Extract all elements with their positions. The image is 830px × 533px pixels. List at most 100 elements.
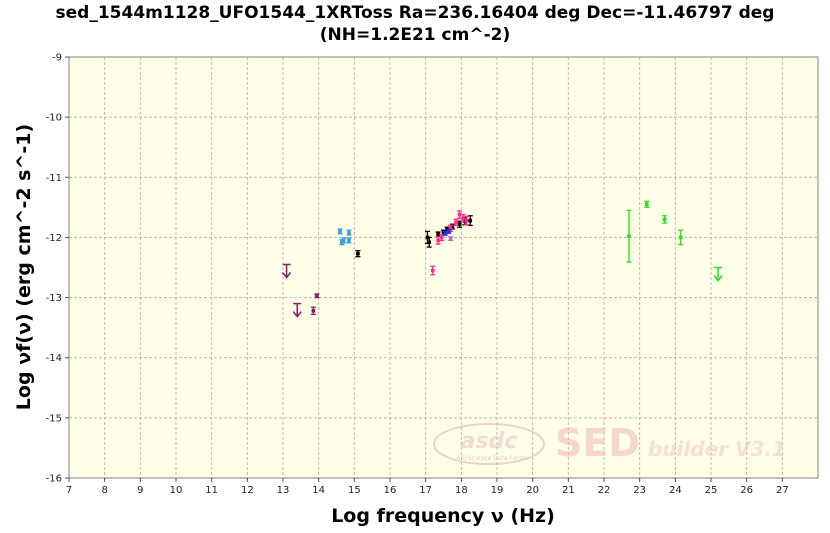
watermark: asdc ASI Science Data Center SED builder… [433, 421, 786, 465]
y-tick-label: -12 [46, 233, 62, 244]
watermark-brand: SED [555, 421, 640, 465]
point-marker [436, 232, 440, 237]
data-point [346, 229, 352, 236]
grid [69, 57, 818, 478]
x-tick-label: 20 [526, 485, 539, 496]
x-tick-label: 10 [170, 485, 183, 496]
point-marker [448, 236, 453, 241]
data-point [346, 237, 352, 244]
data-point [464, 215, 470, 226]
x-tick-label: 18 [455, 485, 468, 496]
data-point [355, 250, 361, 258]
data-point [430, 265, 436, 276]
x-tick-label: 17 [419, 485, 432, 496]
upper-limit-point [281, 263, 292, 279]
point-marker [341, 238, 346, 243]
plot-area [69, 57, 818, 478]
point-marker [662, 217, 667, 222]
point-marker [439, 235, 444, 240]
point-marker [356, 251, 360, 256]
y-tick-label: -10 [46, 113, 62, 124]
data-point [341, 237, 347, 244]
point-marker [461, 216, 465, 220]
x-tick-label: 24 [669, 485, 682, 496]
point-marker [450, 224, 455, 229]
point-marker [431, 268, 435, 273]
data-point [453, 218, 459, 227]
point-marker [347, 230, 351, 235]
point-marker [447, 229, 451, 234]
y-tick-label: -11 [46, 173, 62, 184]
x-tick-label: 9 [137, 485, 143, 496]
x-tick-label: 19 [491, 485, 504, 496]
data-point [644, 200, 650, 209]
point-marker [457, 212, 462, 217]
point-marker [645, 202, 649, 207]
y-axis-ticks: -9 -10 -11 -12 -13 -14 -15 -16 [46, 53, 69, 485]
watermark-logo: asdc [461, 429, 518, 454]
point-marker [427, 240, 432, 245]
point-marker [436, 238, 440, 243]
point-marker [315, 293, 319, 298]
point-marker [448, 226, 453, 231]
data-point [662, 215, 668, 224]
y-tick-label: -13 [46, 293, 62, 304]
point-marker [678, 235, 683, 240]
point-marker [457, 222, 462, 226]
x-tick-label: 23 [633, 485, 646, 496]
watermark-logo-sub: ASI Science Data Center [456, 455, 530, 462]
y-axis-label: Log νf(ν) (erg cm^-2 s^-1) [13, 124, 35, 410]
data-point [457, 210, 463, 219]
upper-limit-point [292, 302, 302, 318]
x-tick-label: 21 [562, 485, 575, 496]
x-tick-label: 11 [205, 485, 218, 496]
data-point [448, 236, 454, 242]
data-point [457, 220, 463, 228]
watermark-logo-ring [433, 423, 545, 465]
x-tick-label: 22 [598, 485, 611, 496]
data-point [314, 293, 320, 299]
upper-limit-arrow [713, 275, 723, 282]
upper-limit-arrow [292, 311, 302, 318]
point-marker [468, 218, 473, 223]
upper-limit-arrow [281, 272, 292, 279]
x-tick-label: 7 [66, 485, 72, 496]
x-tick-label: 25 [705, 485, 718, 496]
data-points [281, 200, 723, 318]
data-point [626, 209, 632, 263]
point-marker [338, 229, 342, 234]
chart-title: sed_1544m1128_UFO1544_1XRToss Ra=236.164… [55, 3, 775, 23]
data-point [678, 229, 684, 246]
point-marker [443, 231, 448, 236]
x-axis-label: Log frequency ν (Hz) [331, 505, 555, 527]
data-point [426, 236, 432, 248]
x-tick-label: 26 [740, 485, 753, 496]
data-point [446, 228, 452, 234]
point-marker [347, 238, 351, 243]
upper-limit-point [713, 266, 723, 282]
x-axis-ticks: 7 8 9 10 11 12 13 14 15 16 17 18 19 20 21 22 23 24 25 26 27 [66, 478, 789, 496]
x-tick-label: 8 [101, 485, 107, 496]
x-tick-label: 12 [241, 485, 254, 496]
point-marker [454, 220, 458, 225]
point-marker [627, 234, 631, 239]
point-marker [464, 218, 469, 223]
x-tick-label: 14 [312, 485, 325, 496]
y-tick-label: -14 [46, 353, 62, 364]
y-tick-label: -9 [52, 53, 62, 64]
x-tick-label: 15 [348, 485, 361, 496]
chart-subtitle: (NH=1.2E21 cm^-2) [319, 25, 511, 45]
watermark-brand-sub: builder V3.1 [648, 437, 786, 461]
plot-frame [68, 56, 819, 479]
data-point [442, 230, 448, 236]
x-tick-label: 16 [384, 485, 397, 496]
data-point [310, 306, 316, 316]
data-point [337, 228, 343, 235]
x-tick-label: 27 [776, 485, 789, 496]
point-marker [311, 309, 316, 313]
data-point [435, 236, 441, 245]
y-tick-label: -15 [46, 413, 62, 424]
data-point [460, 213, 466, 223]
x-tick-label: 13 [277, 485, 290, 496]
